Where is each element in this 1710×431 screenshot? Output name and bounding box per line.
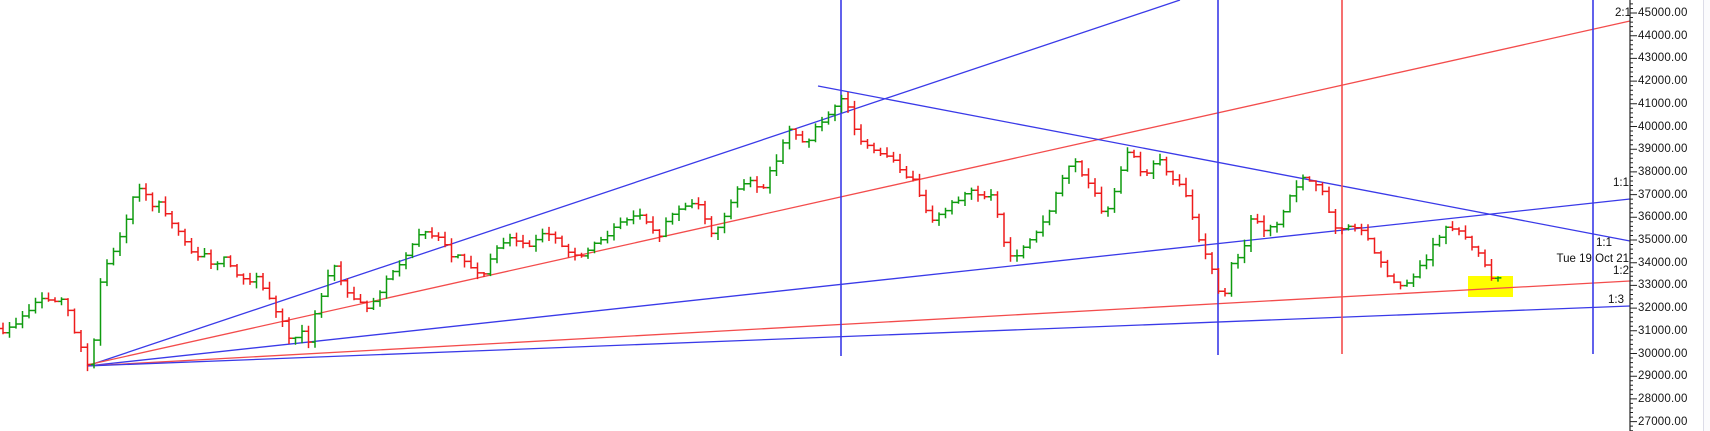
pane-right-edge <box>1703 0 1710 431</box>
axis-price-label: 32000.00 <box>1638 302 1688 315</box>
trendline-gann-up-steep[interactable] <box>86 0 1181 367</box>
vertical-lines-group[interactable] <box>840 0 1594 356</box>
axis-price-label: 39000.00 <box>1638 143 1688 156</box>
axis-price-label: 31000.00 <box>1638 324 1688 337</box>
gann-ratio-label[interactable]: 1:2 <box>1613 265 1629 277</box>
axis-price-label: 42000.00 <box>1638 75 1688 88</box>
trendline-gann-up-1-1[interactable] <box>86 198 1631 367</box>
axis-price-label: 38000.00 <box>1638 165 1688 178</box>
axis-price-label: 34000.00 <box>1638 256 1688 269</box>
trendline-gann-up-1-3[interactable] <box>86 305 1631 367</box>
axis-price-label: 33000.00 <box>1638 279 1688 292</box>
axis-price-label: 43000.00 <box>1638 52 1688 65</box>
axis-price-label: 29000.00 <box>1638 370 1688 383</box>
crosshair-date-label: Tue 19 Oct 21 <box>1556 253 1629 265</box>
gann-ratio-label[interactable]: 2:1 <box>1615 7 1631 19</box>
gann-ratio-label[interactable]: 1:1 <box>1596 237 1612 249</box>
axis-price-label: 45000.00 <box>1638 7 1688 19</box>
price-axis-ticks <box>1630 3 1637 431</box>
axis-price-label: 28000.00 <box>1638 392 1688 405</box>
axis-price-label: 37000.00 <box>1638 188 1688 201</box>
gann-ratio-label[interactable]: 1:1 <box>1613 177 1629 189</box>
axis-price-label: 27000.00 <box>1638 415 1688 428</box>
trendline-gann-up-2-1[interactable] <box>86 20 1631 366</box>
axis-price-label: 35000.00 <box>1638 234 1688 246</box>
gann-fan-lines-group[interactable] <box>86 0 1631 367</box>
axis-price-label: 41000.00 <box>1638 97 1688 110</box>
gann-ratio-label[interactable]: 1:3 <box>1608 294 1624 306</box>
axis-price-label: 44000.00 <box>1638 29 1688 42</box>
trendline-gann-up-1-2[interactable] <box>86 280 1631 367</box>
price-axis[interactable] <box>1629 0 1637 431</box>
axis-price-label: 30000.00 <box>1638 347 1688 360</box>
up-bars[interactable] <box>6 94 1502 369</box>
selected-bar-highlight <box>1468 276 1513 297</box>
trendline-gann-down-1-1[interactable] <box>817 85 1631 242</box>
ohlc-bars-group[interactable] <box>0 92 1502 372</box>
axis-price-label: 36000.00 <box>1638 211 1688 224</box>
down-bars[interactable] <box>0 92 1495 372</box>
axis-price-label: 40000.00 <box>1638 120 1688 133</box>
